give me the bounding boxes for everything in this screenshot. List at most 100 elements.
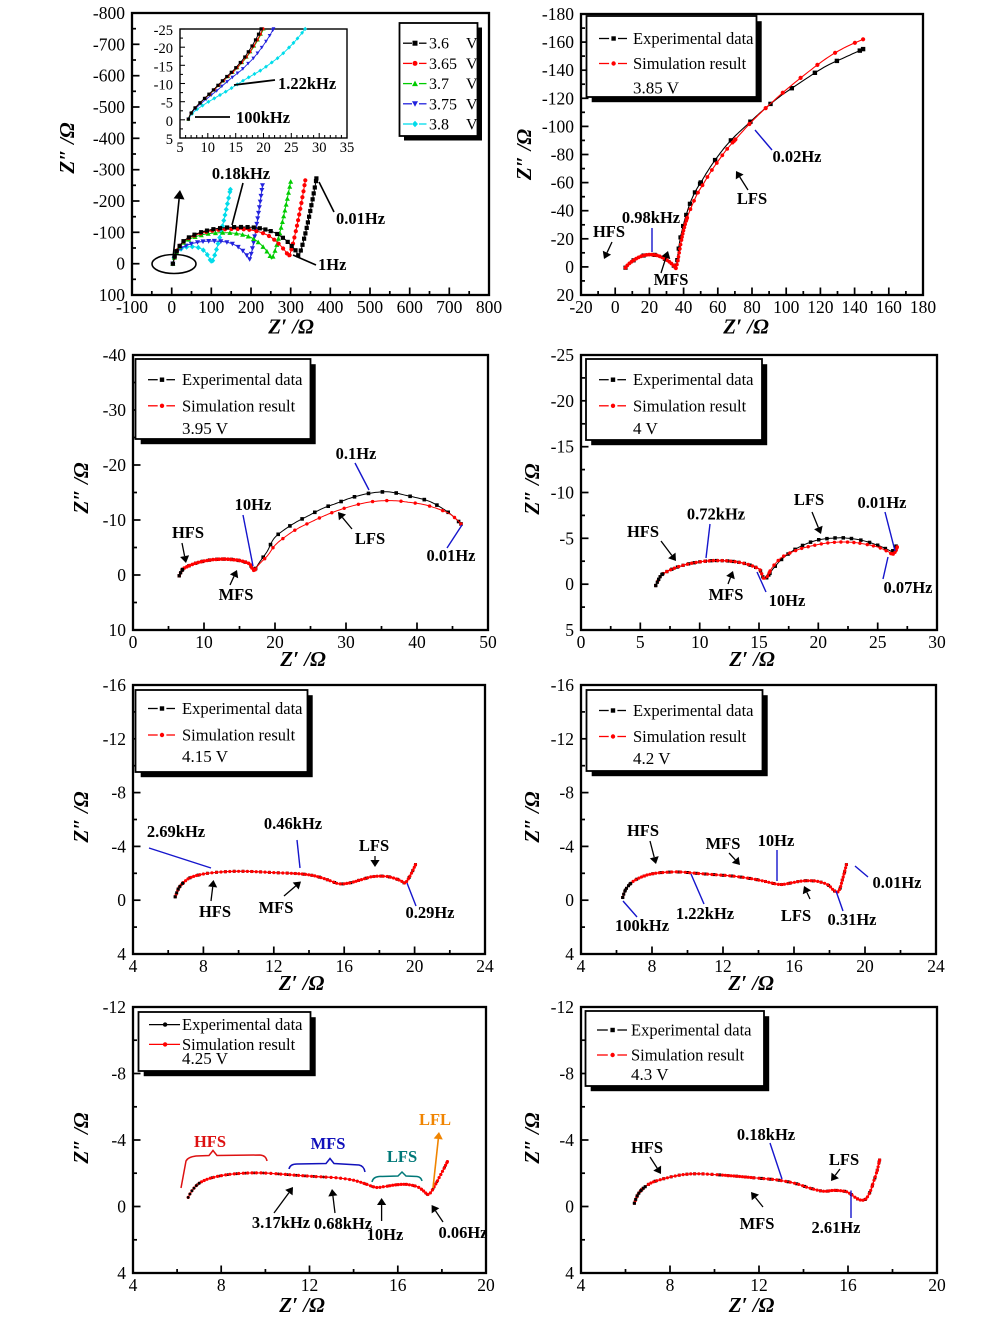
svg-text:4.15 V: 4.15 V <box>182 747 229 766</box>
svg-text:-120: -120 <box>542 88 574 108</box>
svg-text:12: 12 <box>301 1275 319 1295</box>
svg-text:24: 24 <box>927 956 945 976</box>
svg-text:0: 0 <box>129 632 138 652</box>
svg-text:-140: -140 <box>542 60 574 80</box>
svg-text:35: 35 <box>340 140 355 156</box>
svg-text:0.46kHz: 0.46kHz <box>264 814 322 833</box>
svg-text:Z′ /Ω: Z′ /Ω <box>279 647 326 671</box>
svg-text:10: 10 <box>109 620 127 640</box>
svg-text:MFS: MFS <box>706 834 741 853</box>
svg-text:-20: -20 <box>154 41 173 57</box>
svg-text:-10: -10 <box>154 78 173 94</box>
svg-text:MFS: MFS <box>259 898 294 917</box>
svg-text:MFS: MFS <box>219 585 254 604</box>
svg-text:Simulation result: Simulation result <box>633 396 747 415</box>
svg-text:8: 8 <box>666 1275 675 1295</box>
svg-text:LFS: LFS <box>737 189 767 208</box>
svg-text:200: 200 <box>238 297 265 317</box>
svg-text:MFS: MFS <box>709 585 744 604</box>
svg-text:16: 16 <box>839 1275 857 1295</box>
svg-text:-12: -12 <box>103 729 126 749</box>
svg-text:180: 180 <box>910 297 937 317</box>
svg-text:-8: -8 <box>559 783 574 803</box>
svg-text:Experimental data: Experimental data <box>633 701 754 720</box>
svg-text:Z′ /Ω: Z′ /Ω <box>278 1293 325 1317</box>
svg-text:0.98kHz: 0.98kHz <box>622 208 680 227</box>
svg-text:LFS: LFS <box>781 906 811 925</box>
svg-text:0: 0 <box>565 257 574 277</box>
svg-text:-10: -10 <box>551 483 575 503</box>
svg-text:20: 20 <box>256 140 271 156</box>
svg-text:Experimental data: Experimental data <box>633 370 754 389</box>
svg-text:Simulation result: Simulation result <box>182 1035 296 1054</box>
svg-text:60: 60 <box>709 297 727 317</box>
svg-text:V: V <box>466 96 478 113</box>
svg-text:-8: -8 <box>111 1064 126 1084</box>
svg-text:-5: -5 <box>161 96 173 112</box>
svg-text:0.1Hz: 0.1Hz <box>336 444 377 463</box>
svg-text:-4: -4 <box>111 1130 126 1150</box>
svg-text:20: 20 <box>477 1275 495 1295</box>
svg-text:3.7: 3.7 <box>429 76 449 93</box>
svg-text:HFS: HFS <box>172 523 204 542</box>
svg-text:3.17kHz: 3.17kHz <box>252 1213 310 1232</box>
svg-text:0: 0 <box>116 254 125 274</box>
svg-text:-12: -12 <box>551 729 574 749</box>
svg-text:Z′ /Ω: Z′ /Ω <box>728 647 775 671</box>
svg-text:Z″ /Ω: Z″ /Ω <box>69 1112 93 1165</box>
svg-text:-10: -10 <box>103 510 127 530</box>
svg-text:0.72kHz: 0.72kHz <box>687 505 745 524</box>
svg-text:-100: -100 <box>93 222 125 242</box>
svg-text:-20: -20 <box>551 229 575 249</box>
svg-text:2.69kHz: 2.69kHz <box>147 822 205 841</box>
svg-text:-800: -800 <box>93 3 125 23</box>
svg-text:0: 0 <box>565 574 574 594</box>
svg-text:-12: -12 <box>103 997 126 1017</box>
svg-text:4.25 V: 4.25 V <box>182 1049 229 1068</box>
svg-text:400: 400 <box>317 297 344 317</box>
svg-text:8: 8 <box>199 956 208 976</box>
svg-text:20: 20 <box>810 632 828 652</box>
svg-text:LFS: LFS <box>355 529 385 548</box>
svg-text:Z″ /Ω: Z″ /Ω <box>520 463 544 516</box>
svg-text:0.01Hz: 0.01Hz <box>336 209 385 228</box>
svg-text:V: V <box>466 36 478 53</box>
svg-text:0.01Hz: 0.01Hz <box>857 493 906 512</box>
svg-text:4.2 V: 4.2 V <box>633 749 671 768</box>
svg-text:16: 16 <box>335 956 353 976</box>
svg-text:12: 12 <box>714 956 732 976</box>
svg-text:-80: -80 <box>551 145 575 165</box>
svg-text:12: 12 <box>750 1275 768 1295</box>
svg-text:0.18kHz: 0.18kHz <box>212 164 270 183</box>
svg-text:Simulation result: Simulation result <box>182 726 296 745</box>
svg-text:0.06Hz: 0.06Hz <box>438 1223 487 1242</box>
svg-text:-700: -700 <box>93 34 125 54</box>
svg-text:0: 0 <box>611 297 620 317</box>
svg-text:15: 15 <box>750 632 768 652</box>
svg-text:-12: -12 <box>551 997 574 1017</box>
svg-text:40: 40 <box>408 632 426 652</box>
svg-text:100: 100 <box>773 297 800 317</box>
svg-text:MFS: MFS <box>740 1214 775 1233</box>
svg-text:HFS: HFS <box>199 902 231 921</box>
svg-text:10Hz: 10Hz <box>758 831 795 850</box>
svg-text:4: 4 <box>565 1263 574 1283</box>
svg-text:5: 5 <box>565 620 574 640</box>
svg-text:4: 4 <box>117 1263 126 1283</box>
svg-text:Z″ /Ω: Z″ /Ω <box>512 129 536 182</box>
svg-text:-4: -4 <box>111 836 126 856</box>
svg-text:Z′ /Ω: Z′ /Ω <box>722 315 769 339</box>
svg-text:4.3 V: 4.3 V <box>631 1065 669 1084</box>
svg-text:20: 20 <box>406 956 424 976</box>
svg-text:-200: -200 <box>93 191 125 211</box>
svg-text:Experimental data: Experimental data <box>182 1015 303 1034</box>
svg-text:MFS: MFS <box>654 270 689 289</box>
svg-text:500: 500 <box>357 297 384 317</box>
svg-text:20: 20 <box>928 1275 946 1295</box>
svg-text:Z′ /Ω: Z′ /Ω <box>727 971 774 995</box>
svg-text:Z′ /Ω: Z′ /Ω <box>728 1293 775 1317</box>
svg-text:10: 10 <box>691 632 709 652</box>
svg-text:24: 24 <box>476 956 494 976</box>
svg-text:-300: -300 <box>93 160 125 180</box>
svg-text:160: 160 <box>876 297 903 317</box>
